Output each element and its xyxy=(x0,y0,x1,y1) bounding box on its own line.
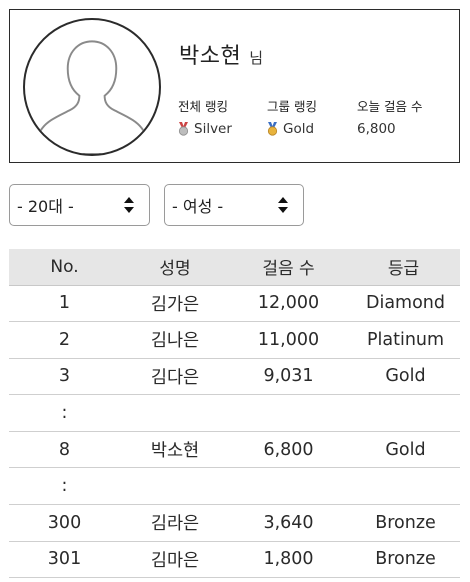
select-arrows-icon xyxy=(124,197,134,213)
cell-steps xyxy=(230,467,347,506)
cell-grade: Bronze xyxy=(347,504,460,542)
cell-steps xyxy=(230,394,347,432)
cell-no: 301 xyxy=(9,541,120,579)
person-silhouette-icon xyxy=(35,40,149,154)
cell-steps: 3,640 xyxy=(230,504,347,542)
cell-grade xyxy=(347,394,460,432)
gender-filter-select[interactable]: - 여성 - xyxy=(164,184,304,226)
header-name: 성명 xyxy=(120,249,230,286)
cell-grade: Gold xyxy=(347,431,460,469)
avatar-icon xyxy=(23,18,161,156)
cell-name: 김다은 xyxy=(120,358,230,396)
profile-card: 박소현 님 전체 랭킹 Silver 그룹 랭킹 Gold 오늘 걸음 수 6,… xyxy=(9,9,460,163)
cell-no: 300 xyxy=(9,504,120,542)
cell-name: 김가은 xyxy=(120,285,230,323)
cell-no: 3 xyxy=(9,358,120,396)
group-rank-stat: 그룹 랭킹 Gold xyxy=(267,96,317,137)
cell-grade: Bronze xyxy=(347,541,460,579)
cell-steps: 11,000 xyxy=(230,321,347,359)
table-row: 3 김다은 9,031 Gold xyxy=(9,358,460,396)
header-no: No. xyxy=(9,249,120,286)
table-header-row: No. 성명 걸음 수 등급 xyxy=(9,249,460,286)
table-row-ellipsis: : xyxy=(9,394,460,432)
cell-name: 박소현 xyxy=(120,431,230,469)
cell-grade: Diamond xyxy=(347,285,460,323)
cell-name xyxy=(120,394,230,432)
today-steps-stat: 오늘 걸음 수 6,800 xyxy=(357,96,422,137)
table-row: 2 김나은 11,000 Platinum xyxy=(9,321,460,359)
user-name: 박소현 xyxy=(179,44,242,69)
cell-no: 2 xyxy=(9,321,120,359)
age-filter-value: - 20대 - xyxy=(17,197,74,216)
cell-no: 8 xyxy=(9,431,120,469)
cell-steps: 12,000 xyxy=(230,285,347,323)
overall-rank-value: Silver xyxy=(194,121,232,137)
table-row-ellipsis: : xyxy=(9,467,460,506)
header-grade: 등급 xyxy=(347,249,460,286)
group-rank-value: Gold xyxy=(283,121,315,137)
silver-medal-icon xyxy=(178,122,189,136)
table-row: 301 김마은 1,800 Bronze xyxy=(9,541,460,579)
table-row: 1 김가은 12,000 Diamond xyxy=(9,285,460,323)
cell-steps: 9,031 xyxy=(230,358,347,396)
cell-no: 1 xyxy=(9,285,120,323)
user-name-line: 박소현 님 xyxy=(179,38,263,70)
cell-name: 김라은 xyxy=(120,504,230,542)
cell-name xyxy=(120,467,230,506)
group-rank-label: 그룹 랭킹 xyxy=(267,99,317,114)
cell-no: : xyxy=(9,394,120,432)
gender-filter-value: - 여성 - xyxy=(172,197,224,216)
table-row-current-user: 8 박소현 6,800 Gold xyxy=(9,431,460,469)
today-steps-label: 오늘 걸음 수 xyxy=(357,99,423,114)
cell-no: : xyxy=(9,467,120,506)
cell-steps: 6,800 xyxy=(230,431,347,469)
select-arrows-icon xyxy=(278,197,288,213)
honorific-label: 님 xyxy=(249,49,264,67)
age-filter-select[interactable]: - 20대 - xyxy=(9,184,150,226)
cell-name: 김나은 xyxy=(120,321,230,359)
cell-grade: Platinum xyxy=(347,321,460,359)
today-steps-value: 6,800 xyxy=(357,121,396,137)
overall-rank-label: 전체 랭킹 xyxy=(178,99,228,114)
ranking-table: No. 성명 걸음 수 등급 1 김가은 12,000 Diamond 2 김나… xyxy=(9,249,460,579)
cell-steps: 1,800 xyxy=(230,541,347,579)
cell-grade xyxy=(347,467,460,506)
overall-rank-stat: 전체 랭킹 Silver xyxy=(178,96,232,137)
cell-name: 김마은 xyxy=(120,541,230,579)
header-steps: 걸음 수 xyxy=(230,249,347,286)
gold-medal-icon xyxy=(267,122,278,136)
table-row: 300 김라은 3,640 Bronze xyxy=(9,504,460,542)
cell-grade: Gold xyxy=(347,358,460,396)
